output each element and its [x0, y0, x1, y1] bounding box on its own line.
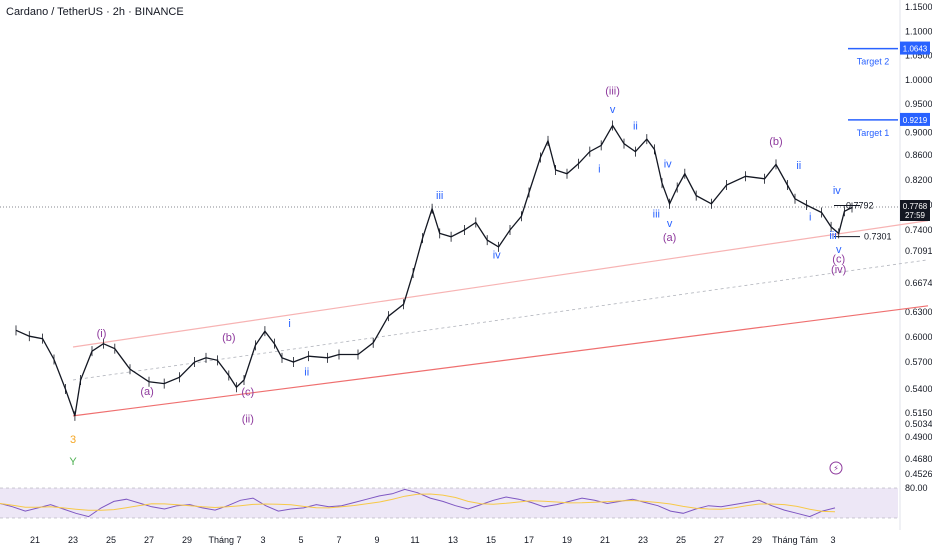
channel-lower-line [72, 305, 929, 417]
y-tick-label: 0.8600 [905, 150, 932, 160]
wave-label: 3 [70, 434, 76, 446]
current-price-value: 0.7768 [903, 202, 928, 211]
wave-label: iii [436, 190, 443, 202]
x-tick-label: 17 [524, 535, 534, 545]
x-tick-label: 19 [562, 535, 572, 545]
x-tick-label: 5 [298, 535, 303, 545]
level-label: 0.7301 [864, 232, 892, 242]
wave-label: ii [796, 160, 801, 172]
wave-label: (i) [97, 328, 107, 340]
x-tick-label: 23 [638, 535, 648, 545]
target-price-label: 1.0643 [903, 45, 928, 54]
y-tick-label: 0.9000 [905, 127, 932, 137]
y-tick-label: 0.5700 [905, 357, 932, 367]
y-tick-label: 1.0500 [905, 51, 932, 61]
x-tick-label: 21 [600, 535, 610, 545]
x-tick-label: 21 [30, 535, 40, 545]
x-tick-label: 27 [144, 535, 154, 545]
x-tick-label: 3 [260, 535, 265, 545]
target-price-label: 0.9219 [903, 116, 928, 125]
wave-label: iv [833, 185, 841, 197]
y-tick-label: 0.6674 [905, 278, 932, 288]
current-price-tag [900, 200, 930, 221]
y-tick-label: 0.6300 [905, 307, 932, 317]
wave-label: iv [664, 159, 672, 171]
y-tick-label: 0.8200 [905, 175, 932, 185]
price-line [15, 124, 853, 417]
x-tick-label: 7 [336, 535, 341, 545]
level-label: 0.7792 [846, 201, 874, 211]
x-tick-label: 13 [448, 535, 458, 545]
chart-title: Cardano / TetherUS · 2h · BINANCE [6, 6, 184, 18]
x-tick-label: Tháng 7 [208, 535, 241, 545]
y-tick-label: 0.5400 [905, 384, 932, 394]
x-tick-label: 29 [752, 535, 762, 545]
rsi-line [0, 488, 836, 518]
wave-label: (iv) [831, 264, 846, 276]
wave-label: Y [69, 456, 77, 468]
y-tick-label: 0.7091 [905, 246, 932, 256]
wave-label: ii [304, 367, 309, 379]
wave-label: v [667, 218, 673, 230]
x-tick-label: 11 [410, 535, 419, 545]
y-tick-label: 0.9500 [905, 99, 932, 109]
x-tick-label: 25 [106, 535, 116, 545]
wave-label: (c) [241, 387, 254, 399]
y-tick-label: 0.7400 [905, 225, 932, 235]
wave-label: i [809, 212, 811, 224]
y-tick-label: 0.4900 [905, 432, 932, 442]
wave-label: (a) [140, 386, 153, 398]
wave-label: iii [653, 209, 660, 221]
y-tick-label: 1.1000 [905, 26, 932, 36]
x-tick-label: 15 [486, 535, 496, 545]
channel-upper-line [72, 220, 929, 348]
y-tick-label: 0.4526 [905, 469, 932, 479]
target-price-tag [900, 41, 930, 55]
wave-label: (iii) [605, 85, 620, 97]
wave-label: i [288, 318, 290, 330]
y-tick-label: 1.1500 [905, 2, 932, 12]
wave-label: iv [493, 250, 501, 262]
x-tick-label: 3 [830, 535, 835, 545]
x-tick-label: 23 [68, 535, 78, 545]
rsi-upper-label: 80.00 [905, 483, 928, 493]
wave-label: iii [829, 230, 836, 242]
x-tick-label: 29 [182, 535, 192, 545]
target-price-tag [900, 112, 930, 126]
wave-label: (b) [222, 332, 235, 344]
wave-label: (ii) [242, 414, 254, 426]
x-tick-label: 27 [714, 535, 724, 545]
target-name-label: Target 2 [857, 57, 890, 67]
y-tick-label: 0.6000 [905, 332, 932, 342]
y-tick-label: 1.0000 [905, 75, 932, 85]
wave-label: (b) [769, 136, 782, 148]
lightning-icon-glyph: ⚡ [833, 464, 839, 473]
rsi-ma-line [0, 493, 836, 513]
wave-label: i [598, 164, 600, 176]
wave-label: v [610, 104, 616, 116]
target-name-label: Target 1 [857, 128, 890, 138]
y-tick-label: 0.5150 [905, 408, 932, 418]
x-tick-label: 9 [374, 535, 379, 545]
wave-label: (c) [832, 254, 845, 266]
wave-label: ii [633, 121, 638, 133]
wave-label: v [836, 244, 842, 256]
channel-mid-line [72, 259, 929, 381]
wave-label: (a) [663, 232, 676, 244]
y-tick-label: 0.5034 [905, 419, 932, 429]
x-tick-label: Tháng Tám [772, 535, 818, 545]
countdown-value: 27:59 [905, 211, 926, 220]
x-tick-label: 25 [676, 535, 686, 545]
y-tick-label: 0.4680 [905, 454, 932, 464]
lightning-icon [829, 461, 843, 475]
